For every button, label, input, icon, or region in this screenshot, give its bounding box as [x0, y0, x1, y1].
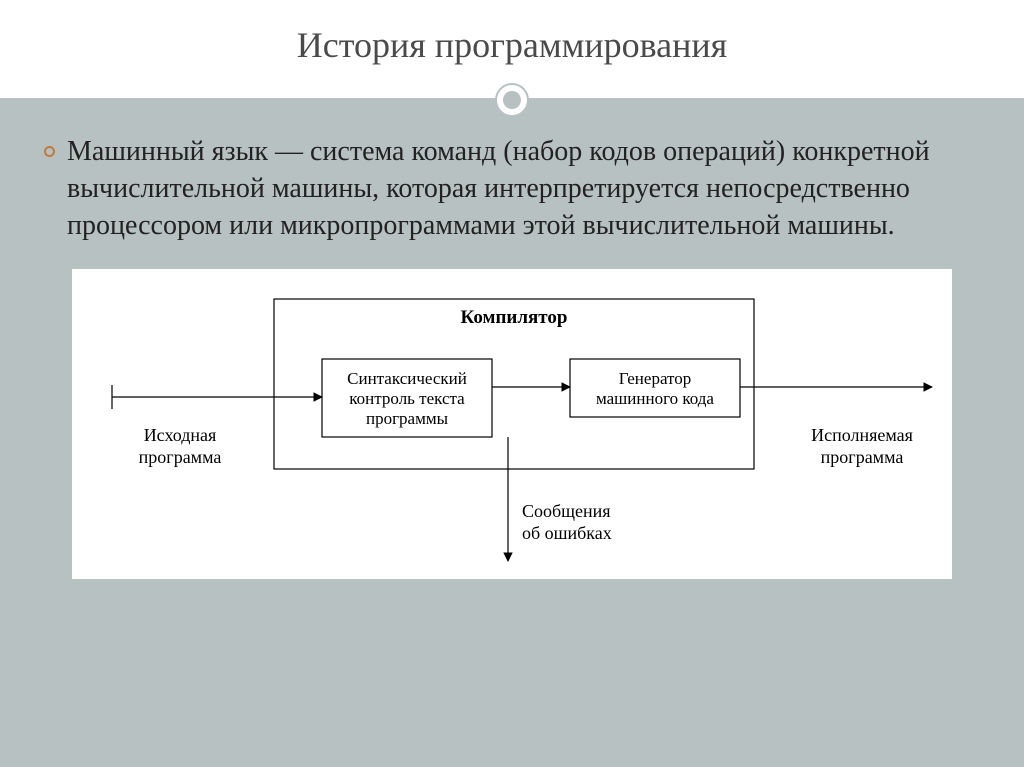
slide-body: Машинный язык — система команд (набор ко…: [0, 100, 1024, 599]
bullet-text: Машинный язык — система команд (набор ко…: [67, 134, 980, 245]
bullet-icon: [44, 146, 55, 157]
label-source: Исходная: [144, 425, 217, 445]
label-errors: Сообщения: [522, 501, 611, 521]
label-source: программа: [139, 447, 222, 467]
label-errors: об ошибках: [522, 523, 612, 543]
node-syntax-label: Синтаксический: [347, 369, 467, 388]
label-exec: Исполняемая: [811, 425, 913, 445]
slide-header: История программирования: [0, 0, 1024, 100]
compiler-diagram-svg: КомпиляторСинтаксическийконтроль текстап…: [72, 269, 952, 579]
compiler-diagram: КомпиляторСинтаксическийконтроль текстап…: [72, 269, 952, 579]
slide: История программирования Машинный язык —…: [0, 0, 1024, 767]
node-codegen-label: машинного кода: [596, 389, 714, 408]
node-syntax-label: контроль текста: [349, 389, 465, 408]
node-codegen-label: Генератор: [619, 369, 692, 388]
node-syntax-label: программы: [366, 409, 449, 428]
slide-title: История программирования: [20, 24, 1004, 66]
compiler-title: Компилятор: [461, 307, 568, 328]
bullet-item: Машинный язык — система команд (набор ко…: [44, 134, 980, 245]
label-exec: программа: [821, 447, 904, 467]
header-divider-ornament: [495, 83, 529, 117]
